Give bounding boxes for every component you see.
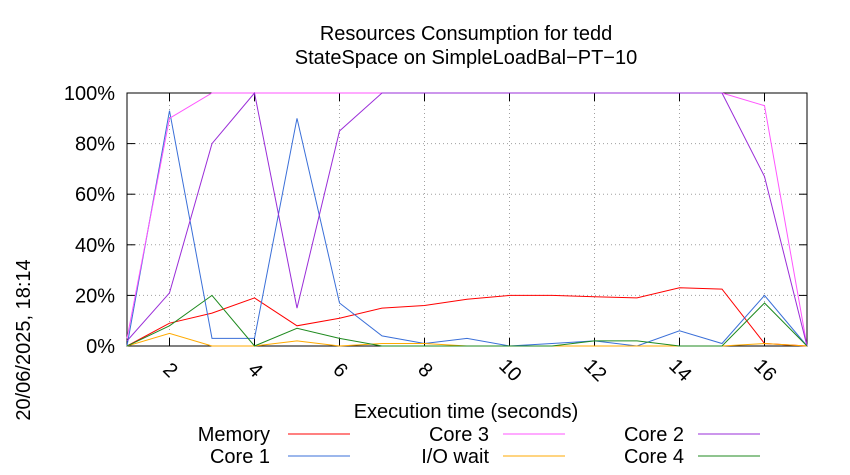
x-tick-label-7: 16 bbox=[749, 355, 780, 386]
y-tick-label-1: 20% bbox=[75, 285, 115, 307]
series-line-i-o-wait bbox=[126, 332, 808, 347]
legend-label-core-3: Core 3 bbox=[429, 424, 489, 446]
legend-label-core-4: Core 4 bbox=[624, 446, 684, 468]
x-tick-label-4: 10 bbox=[494, 355, 525, 386]
y-tick-labels: 0% 20% 40% 60% 80% 100% bbox=[64, 83, 115, 358]
series-line-core-4 bbox=[126, 294, 808, 347]
legend-label-core-2: Core 2 bbox=[624, 424, 684, 446]
x-tick-label-1: 4 bbox=[243, 359, 266, 382]
chart-subtitle: StateSpace on SimpleLoadBal−PT−10 bbox=[295, 47, 637, 69]
y-tick-label-4: 80% bbox=[75, 134, 115, 156]
legend-label-core-1: Core 1 bbox=[210, 446, 270, 468]
x-tick-label-6: 14 bbox=[664, 355, 695, 386]
x-tick-labels: 2 4 6 8 10 12 14 16 bbox=[158, 355, 780, 386]
series-lines bbox=[126, 91, 808, 347]
x-tick-label-2: 6 bbox=[328, 359, 351, 382]
timestamp-label: 20/06/2025, 18:14 bbox=[13, 259, 35, 420]
grid bbox=[127, 92, 807, 346]
series-line-core-1 bbox=[126, 110, 808, 347]
y-tick-label-0: 0% bbox=[86, 336, 115, 358]
series-line-core-3 bbox=[126, 92, 808, 347]
legend-label-i-o-wait: I/O wait bbox=[421, 446, 489, 468]
y-tick-label-3: 60% bbox=[75, 184, 115, 206]
legend-label-memory: Memory bbox=[198, 424, 270, 446]
y-tick-label-5: 100% bbox=[64, 83, 115, 105]
x-axis-label: Execution time (seconds) bbox=[354, 401, 579, 423]
chart-title: Resources Consumption for tedd bbox=[320, 23, 612, 45]
x-tick-label-3: 8 bbox=[413, 359, 436, 382]
x-tick-label-0: 2 bbox=[158, 359, 181, 382]
plot-border bbox=[126, 92, 808, 347]
y-tick-label-2: 40% bbox=[75, 235, 115, 257]
series-line-memory bbox=[126, 287, 808, 347]
plot-frame bbox=[126, 92, 808, 347]
series-line-core-2 bbox=[126, 91, 808, 347]
x-tick-label-5: 12 bbox=[579, 355, 610, 386]
